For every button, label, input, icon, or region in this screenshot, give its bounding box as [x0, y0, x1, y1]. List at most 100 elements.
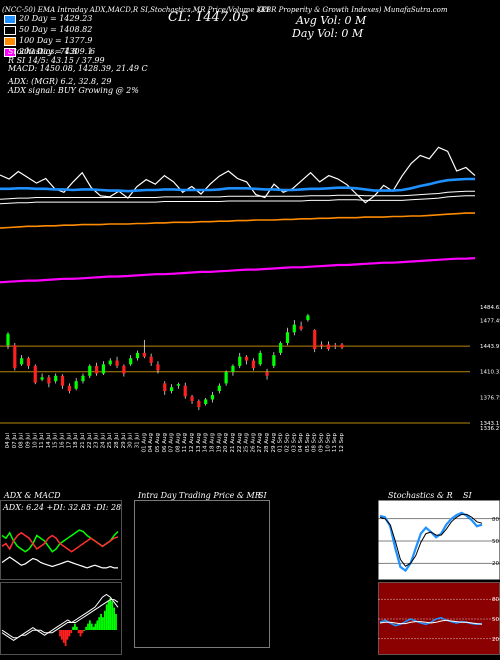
date-label: 10 Sep [325, 433, 331, 453]
legend-adx: ADX: (MGR) 6.2, 32.8, 29 [8, 77, 112, 86]
candle-body [224, 371, 228, 384]
date-label: 21 Jul [80, 433, 86, 449]
candle-body [306, 315, 310, 321]
candle-body [251, 360, 255, 369]
price-tick-label: 1443.91 [480, 344, 500, 350]
date-label: 29 Aug [271, 433, 277, 453]
stoch-si: SI [463, 491, 472, 500]
ema-series-ema-100 [0, 212, 475, 229]
date-label: 18 Aug [209, 433, 215, 453]
date-label: 09 Jul [25, 433, 31, 449]
ema-series-ema-50-lower [0, 195, 475, 205]
candle-body [244, 356, 249, 361]
candle-body [272, 355, 276, 366]
date-label: 22 Jul [87, 433, 93, 449]
macd-hist-bar [74, 623, 76, 630]
candle-body [197, 400, 201, 408]
stoch-tick-label: 50 [492, 539, 499, 545]
date-label: 09 Sep [319, 433, 325, 453]
macd-hist-bar [77, 630, 80, 634]
intraday-si: SI [258, 491, 267, 500]
legend-rsi: R SI 14/5: 43.15 / 37.99 [8, 56, 105, 65]
legend-rsi-value: 6 [90, 47, 96, 56]
date-label: 12 Aug [189, 433, 195, 453]
date-label: 16 Jul [60, 433, 66, 449]
date-label: 28 Aug [264, 433, 270, 453]
rsi-tick-label: 80 [492, 597, 499, 603]
date-label: 31 Jul [135, 433, 141, 449]
stoch-series-signal [379, 513, 483, 567]
candle-body [108, 360, 112, 365]
date-label: 29 Jul [121, 433, 127, 449]
candle-body [217, 385, 221, 392]
candle-body [333, 345, 337, 347]
legend-stochastics: Stochastics: 74.8 [8, 47, 78, 56]
date-label: 08 Jul [19, 433, 25, 449]
date-label: 10 Jul [32, 433, 38, 449]
intraday-panel [134, 500, 270, 648]
legend-swatch-ema200 [4, 47, 16, 57]
macd-hist-bar [94, 623, 97, 630]
macd-hist-bar [113, 607, 116, 630]
candle-body [40, 377, 44, 380]
date-label: 11 Aug [182, 433, 188, 453]
legend-ema200-text: 200 Day = 1309.1 [19, 47, 93, 56]
adx-summary: ADX: 6.24 +DI: 32.83 -DI: 28.97 [2, 503, 122, 512]
candle-body [313, 329, 317, 350]
header-company: (KBR Properity & Growth Indexes) MunafaS… [258, 6, 448, 14]
candle-body [163, 383, 167, 392]
legend-ema200: 200 Day = 1309.1 [4, 47, 92, 57]
price-tick-label: 1477.49 [480, 318, 500, 324]
date-label: 01 Sep [278, 433, 284, 453]
legend-adx-signal: ADX signal: BUY Growing @ 2% [8, 86, 139, 95]
date-label: 25 Aug [244, 433, 250, 453]
date-label: 08 Sep [312, 433, 318, 453]
candle-body [299, 326, 303, 330]
price-tick-label: 1336.27 [480, 426, 500, 432]
date-label: 05 Aug [155, 433, 161, 453]
price-tick-label: 1410.33 [480, 370, 500, 376]
date-label: 04 Sep [298, 433, 304, 453]
adx-series-di [1, 531, 119, 553]
macd-hist-bar [62, 630, 65, 643]
adx-panel: ADX: 6.24 +DI: 32.83 -DI: 28.97 [0, 500, 122, 580]
macd-hist-bar [83, 630, 86, 631]
macd-hist-bar [66, 630, 69, 640]
avg-volume: Avg Vol: 0 M [296, 14, 367, 27]
legend-ema100-text: 100 Day = 1377.9 [19, 36, 93, 45]
macd-hist-bar [100, 614, 102, 630]
date-label: 30 Jul [128, 433, 134, 449]
date-label: 14 Aug [203, 433, 209, 453]
candle-body [115, 360, 119, 366]
macd-hist-bar [90, 623, 93, 630]
header-title: (NCC-50) EMA Intraday ADX,MACD,R SI,Stoc… [2, 6, 270, 14]
date-label: 06 Aug [162, 433, 168, 453]
macd-hist-bar [70, 630, 73, 634]
macd-hist-bar [72, 626, 74, 630]
candle-body [176, 384, 181, 386]
stoch-tick-label: 80 [492, 517, 499, 523]
date-label: 11 Sep [332, 433, 338, 453]
macd-hist-bar [115, 614, 117, 630]
macd-hist-bar [59, 630, 61, 637]
candle-body [101, 364, 106, 374]
legend-ema20-text: 20 Day = 1429.23 [19, 14, 93, 23]
date-label: 23 Jul [94, 433, 100, 449]
candle-body [142, 352, 146, 357]
date-label: 19 Aug [216, 433, 222, 453]
stoch-title: Stochastics & R [388, 491, 453, 500]
legend-ema50-text: 50 Day = 1408.82 [19, 25, 93, 34]
date-label: 14 Jul [46, 433, 52, 449]
candle-body [47, 377, 51, 384]
date-label: 08 Aug [175, 433, 181, 453]
date-label: 21 Aug [230, 433, 236, 453]
candle-body [20, 358, 24, 365]
macd-hist-bar [60, 630, 63, 640]
candle-body [67, 385, 71, 392]
candle-body [169, 387, 174, 392]
macd-hist-bar [111, 601, 114, 630]
macd-hist-bar [105, 604, 108, 630]
stochastics-panel: 20 50 80 [378, 500, 500, 580]
date-label: 11 Jul [39, 433, 45, 449]
macd-hist-bar [68, 630, 71, 637]
